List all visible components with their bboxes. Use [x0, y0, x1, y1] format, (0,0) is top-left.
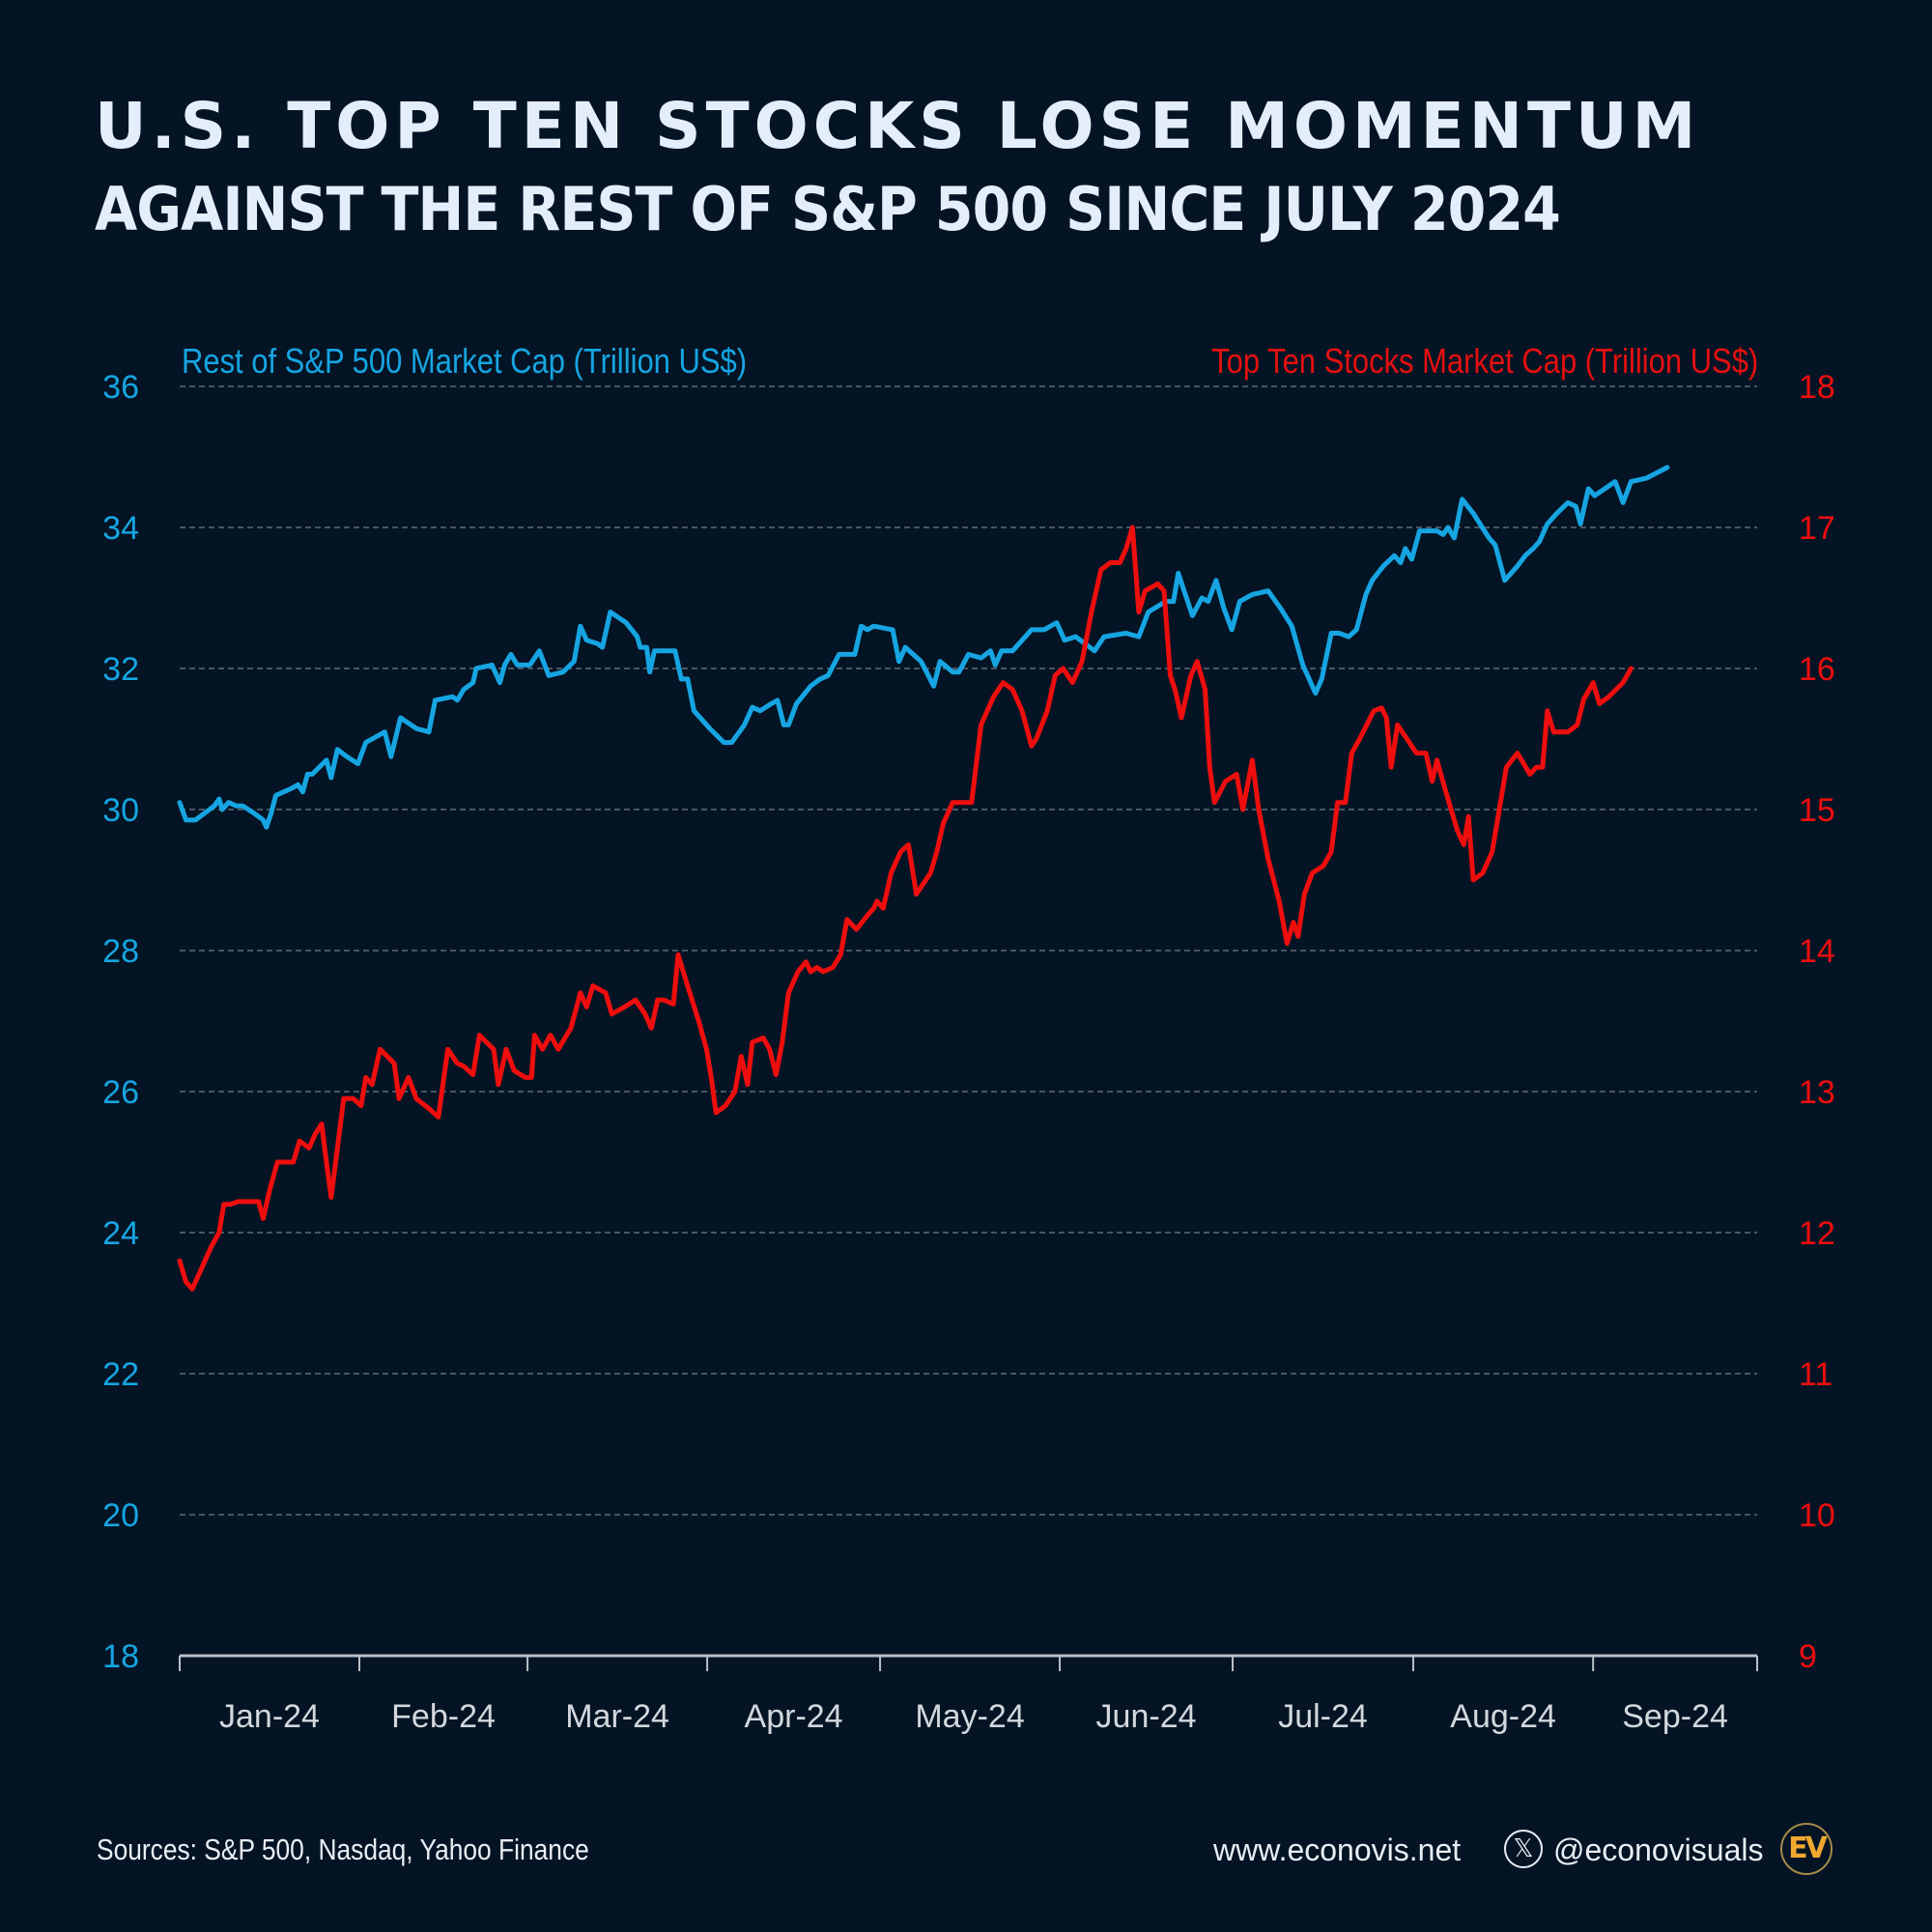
chart-title-line1: U.S. TOP TEN STOCKS LOSE MOMENTUM [95, 89, 1701, 163]
series-lines [177, 465, 1670, 1292]
right-tick-label: 18 [1799, 369, 1835, 406]
right-tick-label: 12 [1799, 1215, 1835, 1252]
right-tick-label: 15 [1799, 792, 1835, 829]
series-line-top-ten-stocks [177, 525, 1634, 1292]
ev-logo-icon: EV [1780, 1823, 1833, 1875]
left-tick-label: 20 [102, 1497, 139, 1534]
x-tick-label: Jan-24 [219, 1698, 320, 1735]
gridlines [180, 385, 1757, 1516]
chart-title-line2: AGAINST THE REST OF S&P 500 SINCE JULY 2… [95, 174, 1561, 244]
social-handle[interactable]: @econovisuals [1553, 1833, 1764, 1867]
right-tick-label: 17 [1799, 510, 1835, 547]
right-axis-ticks: 9 10 11 12 13 14 15 16 17 18 [1799, 369, 1835, 1675]
right-tick-label: 9 [1799, 1638, 1817, 1675]
x-tick-label: Feb-24 [391, 1698, 496, 1735]
x-tick-label: Mar-24 [565, 1698, 669, 1735]
series-line-rest-of-sp500 [177, 465, 1670, 830]
left-tick-label: 34 [102, 510, 139, 547]
right-tick-label: 11 [1799, 1356, 1833, 1393]
x-tick-label: Jun-24 [1096, 1698, 1197, 1735]
left-tick-label: 26 [102, 1074, 139, 1111]
x-tick-label: Apr-24 [745, 1698, 843, 1735]
x-tick-label: May-24 [915, 1698, 1024, 1735]
left-tick-label: 22 [102, 1356, 139, 1393]
left-tick-label: 18 [102, 1638, 139, 1675]
left-tick-label: 32 [102, 651, 139, 688]
left-tick-label: 24 [102, 1215, 139, 1252]
left-axis-ticks: 18 20 22 24 26 28 30 32 34 36 [102, 369, 139, 1675]
left-axis-title: Rest of S&P 500 Market Cap (Trillion US$… [182, 341, 748, 381]
sources-note: Sources: S&P 500, Nasdaq, Yahoo Finance [97, 1833, 589, 1866]
x-tick-label: Aug-24 [1450, 1698, 1556, 1735]
left-tick-label: 36 [102, 369, 139, 406]
left-tick-label: 30 [102, 792, 139, 829]
right-tick-label: 14 [1799, 933, 1835, 970]
x-logo-icon: 𝕏 [1504, 1830, 1543, 1868]
right-tick-label: 13 [1799, 1074, 1835, 1111]
website-link[interactable]: www.econovis.net [1213, 1833, 1462, 1867]
right-tick-label: 10 [1799, 1497, 1835, 1534]
right-axis-title: Top Ten Stocks Market Cap (Trillion US$) [1210, 341, 1758, 381]
x-axis: Jan-24 Feb-24 Mar-24 Apr-24 May-24 Jun-24 Jul-… [179, 1654, 1758, 1735]
x-tick-label: Sep-24 [1622, 1698, 1728, 1735]
x-tick-label: Jul-24 [1278, 1698, 1368, 1735]
left-tick-label: 28 [102, 933, 139, 970]
right-tick-label: 16 [1799, 651, 1835, 688]
